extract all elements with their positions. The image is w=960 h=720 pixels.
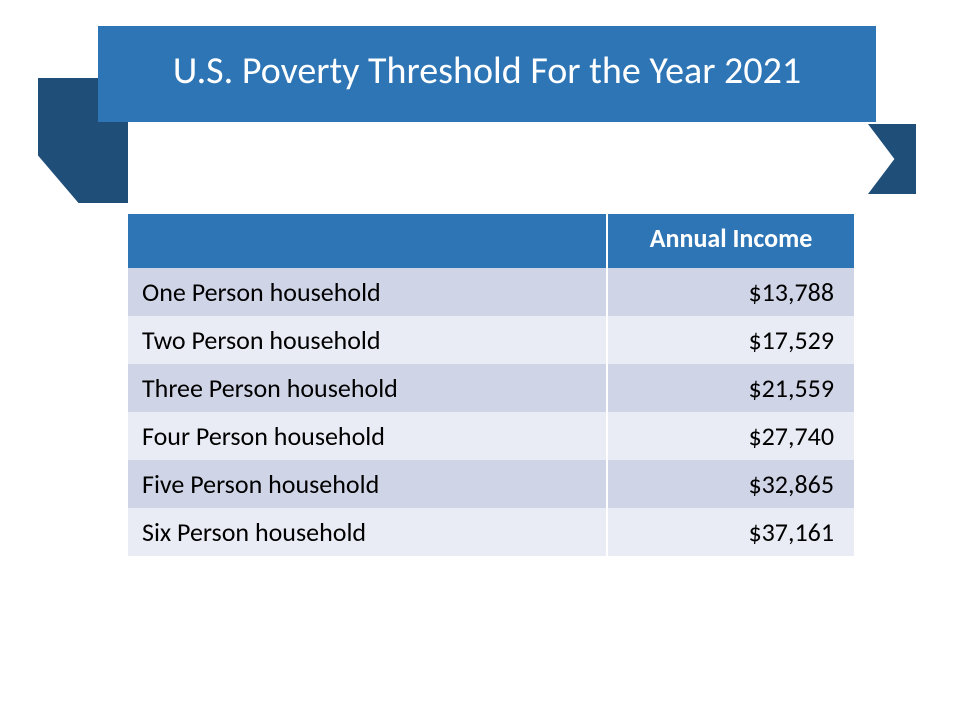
page-title: U.S. Poverty Threshold For the Year 2021	[98, 26, 876, 122]
row-value: $37,161	[607, 508, 854, 556]
ribbon-right-icon	[868, 124, 916, 194]
table-row: Three Person household $21,559	[128, 364, 854, 412]
table-row: Four Person household $27,740	[128, 412, 854, 460]
table-row: Five Person household $32,865	[128, 460, 854, 508]
table-header-income: Annual Income	[607, 214, 854, 268]
table-row: One Person household $13,788	[128, 268, 854, 316]
table-row: Six Person household $37,161	[128, 508, 854, 556]
row-value: $21,559	[607, 364, 854, 412]
poverty-threshold-table: Annual Income One Person household $13,7…	[128, 214, 854, 556]
row-value: $27,740	[607, 412, 854, 460]
row-label: Four Person household	[128, 412, 607, 460]
table-header-row: Annual Income	[128, 214, 854, 268]
row-label: Six Person household	[128, 508, 607, 556]
table-row: Two Person household $17,529	[128, 316, 854, 364]
row-value: $32,865	[607, 460, 854, 508]
row-value: $17,529	[607, 316, 854, 364]
title-banner: U.S. Poverty Threshold For the Year 2021	[42, 26, 912, 122]
row-label: Three Person household	[128, 364, 607, 412]
row-label: Two Person household	[128, 316, 607, 364]
row-label: One Person household	[128, 268, 607, 316]
row-label: Five Person household	[128, 460, 607, 508]
table-header-blank	[128, 214, 607, 268]
row-value: $13,788	[607, 268, 854, 316]
